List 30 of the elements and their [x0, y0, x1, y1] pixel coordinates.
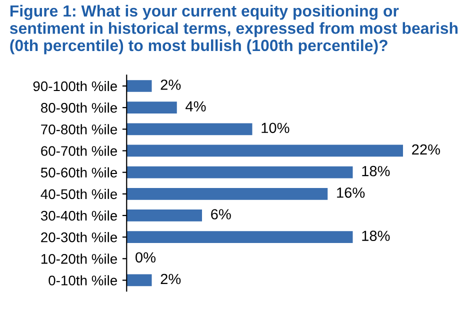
- data-label: 16%: [337, 188, 365, 198]
- y-tick-label: 90-100th %ile: [33, 80, 117, 92]
- bar: [126, 166, 353, 178]
- data-label: 6%: [211, 209, 231, 220]
- data-label: 2%: [160, 274, 181, 284]
- y-tick-label: 80-90th %ile: [41, 102, 117, 113]
- data-label: 18%: [362, 166, 390, 176]
- data-label: 0%: [136, 252, 156, 263]
- data-label: 22%: [412, 144, 440, 155]
- y-tick-label: 20-30th %ile: [41, 232, 117, 242]
- bar: [126, 102, 177, 114]
- y-tick-label: 10-20th %ile: [41, 254, 117, 264]
- bar: [126, 231, 353, 244]
- y-tick-label: 40-50th %ile: [40, 188, 117, 200]
- chart-title: Figure 1: What is your current equity positioning or sentiment in historical terms, expressed from most bearish (0th percentile) to most bullish (100th percentile)?: [10, 4, 458, 54]
- y-tick-label: 50-60th %ile: [40, 167, 117, 178]
- data-label: 10%: [262, 122, 290, 134]
- bar: [126, 274, 152, 286]
- data-label: 18%: [362, 230, 390, 241]
- bar: [126, 210, 202, 222]
- bar: [126, 80, 152, 92]
- y-tick-label: 60-70th %ile: [41, 146, 117, 156]
- bar: [126, 123, 252, 136]
- y-tick-label: 70-80th %ile: [41, 124, 117, 134]
- data-label: 2%: [160, 80, 181, 90]
- bar: [126, 144, 404, 157]
- data-label: 4%: [186, 101, 206, 112]
- y-tick-label: 30-40th %ile: [40, 210, 117, 221]
- bar: [126, 188, 328, 200]
- y-tick-label: 0-10th %ile: [48, 275, 117, 286]
